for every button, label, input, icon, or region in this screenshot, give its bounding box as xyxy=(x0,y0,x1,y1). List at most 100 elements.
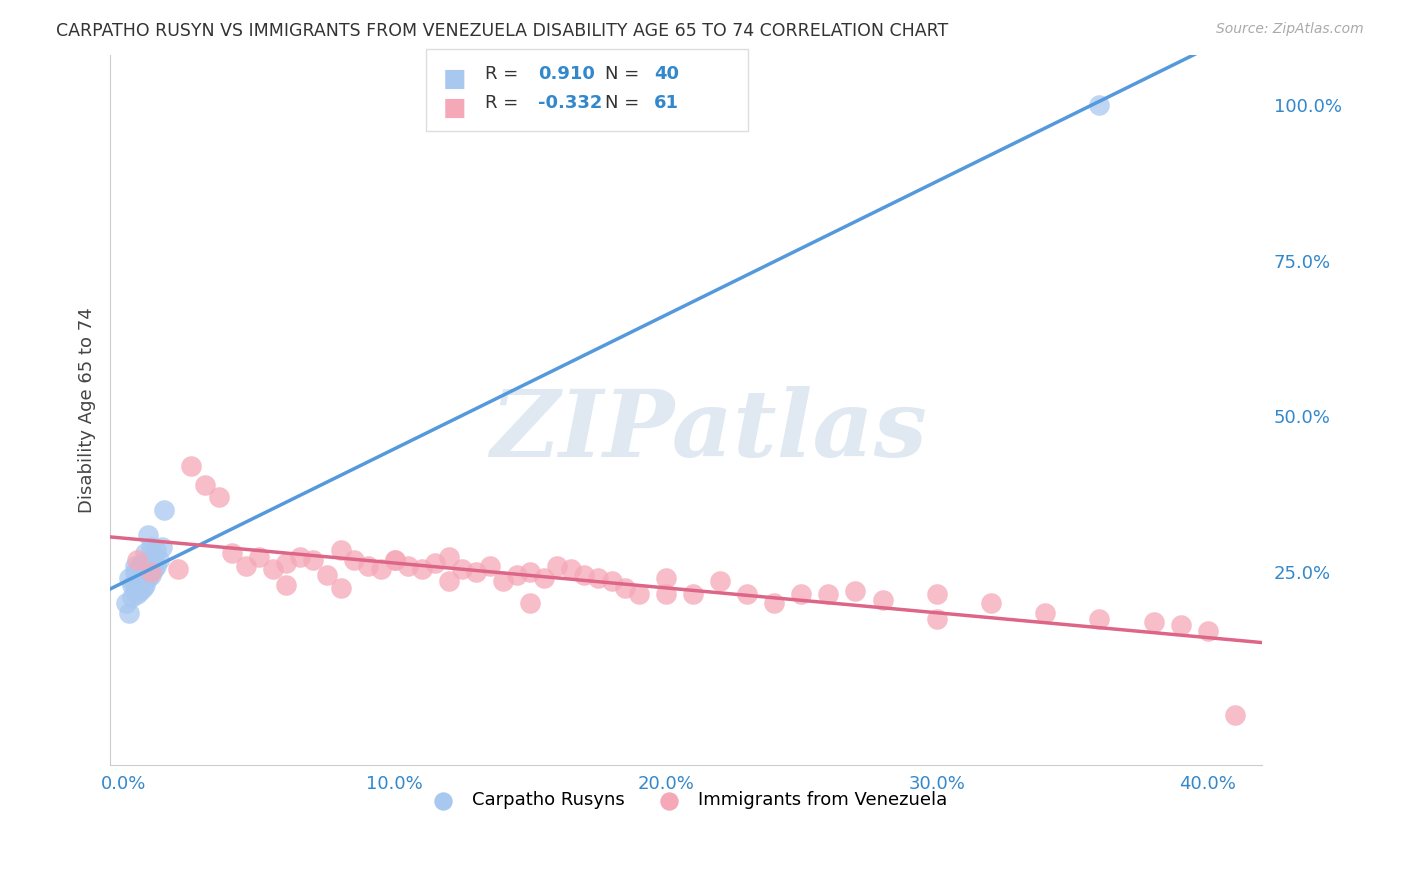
Point xyxy=(478,558,501,573)
Point xyxy=(180,459,202,474)
Point xyxy=(763,596,786,610)
Point xyxy=(396,558,419,573)
Point xyxy=(142,562,165,576)
Point xyxy=(288,549,311,564)
Point xyxy=(384,552,406,566)
Point xyxy=(145,543,167,558)
Point xyxy=(153,503,176,517)
Point xyxy=(124,583,146,598)
Point xyxy=(437,574,460,589)
Point xyxy=(302,552,325,566)
Point xyxy=(127,587,149,601)
Point xyxy=(118,606,141,620)
Text: Source: ZipAtlas.com: Source: ZipAtlas.com xyxy=(1216,22,1364,37)
Point xyxy=(131,568,153,582)
Point xyxy=(1088,98,1111,112)
Point xyxy=(844,583,866,598)
Point xyxy=(735,587,758,601)
Point xyxy=(872,593,894,607)
Text: 61: 61 xyxy=(654,94,679,112)
Point xyxy=(129,577,152,591)
Point xyxy=(167,562,190,576)
Point xyxy=(492,574,515,589)
Point xyxy=(129,571,152,585)
Point xyxy=(1142,615,1164,629)
Point xyxy=(139,565,162,579)
Point xyxy=(451,562,474,576)
Point xyxy=(247,549,270,564)
Point xyxy=(411,562,433,576)
Point xyxy=(129,565,152,579)
Point xyxy=(124,558,146,573)
Point xyxy=(276,577,298,591)
Point xyxy=(329,543,352,558)
Point xyxy=(127,574,149,589)
Point xyxy=(709,574,731,589)
Point xyxy=(221,546,243,560)
Point xyxy=(356,558,378,573)
Point xyxy=(127,568,149,582)
Point xyxy=(343,552,366,566)
Point xyxy=(121,590,143,604)
Point xyxy=(262,562,284,576)
Point xyxy=(129,558,152,573)
Point xyxy=(134,565,156,579)
Point xyxy=(505,568,527,582)
Point xyxy=(980,596,1002,610)
Point xyxy=(560,562,582,576)
Point xyxy=(136,527,159,541)
Point xyxy=(329,581,352,595)
Point xyxy=(655,587,678,601)
Point xyxy=(1088,612,1111,626)
Point xyxy=(682,587,704,601)
Point xyxy=(519,565,541,579)
Point xyxy=(574,568,596,582)
Text: ■: ■ xyxy=(443,95,467,120)
Point xyxy=(121,577,143,591)
Point xyxy=(150,540,173,554)
Point xyxy=(276,556,298,570)
Point xyxy=(131,574,153,589)
Text: N =: N = xyxy=(605,94,644,112)
Point xyxy=(817,587,839,601)
Point xyxy=(134,571,156,585)
Point xyxy=(127,581,149,595)
Point xyxy=(1170,618,1192,632)
Point xyxy=(129,583,152,598)
Point xyxy=(614,581,637,595)
Point xyxy=(600,574,623,589)
Point xyxy=(655,571,678,585)
Point xyxy=(194,478,217,492)
Point xyxy=(465,565,488,579)
Point xyxy=(533,571,555,585)
Point xyxy=(370,562,392,576)
Point xyxy=(148,552,170,566)
Point xyxy=(235,558,257,573)
Point xyxy=(139,556,162,570)
Point xyxy=(790,587,813,601)
Point xyxy=(134,577,156,591)
Point xyxy=(519,596,541,610)
Point xyxy=(139,540,162,554)
Point xyxy=(139,568,162,582)
Y-axis label: Disability Age 65 to 74: Disability Age 65 to 74 xyxy=(79,308,96,513)
Text: R =: R = xyxy=(485,65,524,83)
Point xyxy=(925,587,948,601)
Point xyxy=(437,549,460,564)
Legend: Carpatho Rusyns, Immigrants from Venezuela: Carpatho Rusyns, Immigrants from Venezue… xyxy=(418,784,955,816)
Point xyxy=(127,552,149,566)
Point xyxy=(131,556,153,570)
Text: 0.910: 0.910 xyxy=(538,65,595,83)
Text: -0.332: -0.332 xyxy=(538,94,603,112)
Point xyxy=(384,552,406,566)
Point xyxy=(142,549,165,564)
Point xyxy=(627,587,650,601)
Point xyxy=(925,612,948,626)
Point xyxy=(131,581,153,595)
Point xyxy=(136,562,159,576)
Point xyxy=(425,556,447,570)
Text: 40: 40 xyxy=(654,65,679,83)
Point xyxy=(124,565,146,579)
Text: R =: R = xyxy=(485,94,524,112)
Point xyxy=(546,558,568,573)
